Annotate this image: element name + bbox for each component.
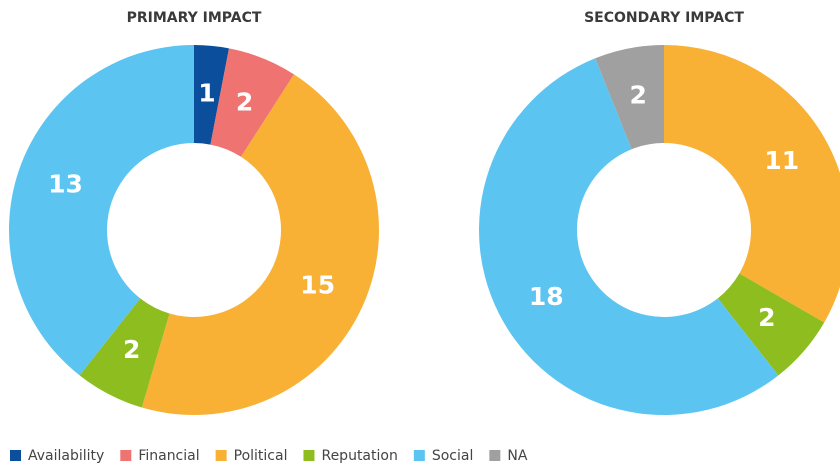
data-label: 2 (123, 335, 140, 364)
legend-swatch (215, 450, 227, 461)
donut-slice (210, 48, 295, 157)
donut-slice (595, 45, 664, 150)
legend-label: Political (234, 448, 288, 464)
donut-slice (8, 45, 195, 376)
data-label: 13 (48, 170, 83, 199)
chart-title: SECONDARY IMPACT (584, 10, 744, 26)
legend-label: Availability (28, 448, 104, 464)
data-label: 1 (198, 79, 215, 108)
data-label: 2 (236, 88, 253, 117)
donut-slice (664, 45, 840, 323)
data-label: 18 (529, 282, 564, 311)
data-label: 2 (630, 80, 647, 109)
chart-title: PRIMARY IMPACT (127, 10, 262, 26)
legend-swatch (120, 450, 132, 461)
donut-slice (79, 298, 170, 408)
data-label: 15 (300, 270, 335, 299)
data-label: 11 (764, 146, 799, 175)
legend-label: NA (507, 448, 527, 464)
data-label: 2 (758, 303, 775, 332)
legend-swatch (303, 450, 315, 461)
donut-slice (717, 273, 825, 376)
legend-label: Social (432, 448, 474, 464)
donut-slice (194, 45, 230, 145)
legend-swatch (10, 450, 21, 461)
legend-label: Reputation (321, 448, 397, 464)
legend-swatch (489, 450, 501, 461)
legend-label: Financial (138, 448, 199, 464)
donut-slice (141, 74, 380, 415)
donut-slice (479, 58, 779, 416)
legend-swatch (413, 450, 425, 461)
